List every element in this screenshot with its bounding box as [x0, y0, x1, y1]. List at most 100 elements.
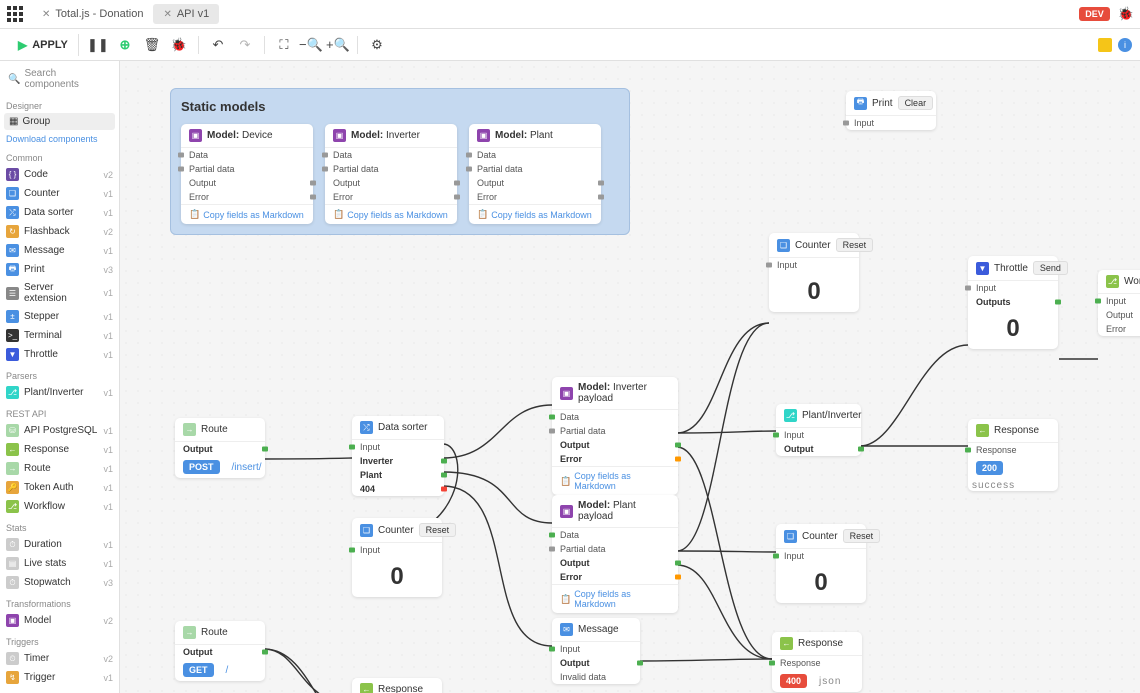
close-icon[interactable]: ✕ — [163, 9, 171, 20]
port-output[interactable]: Output — [552, 656, 640, 670]
port-input[interactable]: Input — [769, 258, 859, 272]
copy-fields-link[interactable]: 📋 Copy fields as Markdown — [181, 204, 313, 224]
port-input[interactable]: Input — [552, 642, 640, 656]
node-message[interactable]: ✉Message Input Output Invalid data — [552, 618, 640, 684]
sidebar-item[interactable]: ↻Flashbackv2 — [4, 222, 115, 241]
zoom-out-icon[interactable]: −🔍 — [299, 33, 323, 57]
port-output[interactable]: Output — [175, 442, 265, 456]
port-partial[interactable]: Partial data — [469, 162, 601, 176]
node-workflow[interactable]: ⎇Workfl Input Output Error — [1098, 270, 1140, 336]
port-data[interactable]: Data — [552, 410, 678, 424]
zoom-in-icon[interactable]: +🔍 — [326, 33, 350, 57]
clear-button[interactable]: Clear — [898, 96, 934, 110]
sidebar-item[interactable]: ▼Throttlev1 — [4, 345, 115, 364]
redo-icon[interactable]: ↷ — [233, 33, 257, 57]
port-partial[interactable]: Partial data — [325, 162, 457, 176]
node-route[interactable]: →Route Output GET/ — [175, 621, 265, 681]
pause-icon[interactable]: ❚❚ — [86, 33, 110, 57]
sidebar-item[interactable]: ⏲Timerv2 — [4, 649, 115, 668]
port-output[interactable]: Output — [552, 438, 678, 452]
node-plant-inverter[interactable]: ⎇Plant/Inverter Input Output — [776, 404, 861, 456]
sidebar-item[interactable]: →Routev1 — [4, 459, 115, 478]
tab-api[interactable]: ✕API v1 — [153, 4, 219, 24]
sidebar-item[interactable]: ✉Messagev1 — [4, 241, 115, 260]
node-model-inverter-payload[interactable]: ▣Model: Inverter payload Data Partial da… — [552, 377, 678, 495]
reset-button[interactable]: Reset — [843, 529, 881, 543]
port-error[interactable]: Error — [552, 570, 678, 584]
node-model-inverter[interactable]: ▣Model: Inverter Data Partial data Outpu… — [325, 124, 457, 224]
port-outputs[interactable]: Outputs — [968, 295, 1058, 309]
port-input[interactable]: Input — [352, 440, 444, 454]
node-model-plant[interactable]: ▣Model: Plant Data Partial data Output E… — [469, 124, 601, 224]
node-counter[interactable]: ❑CounterReset Input 0 — [352, 518, 442, 597]
bug-icon[interactable]: 🐞 — [1118, 6, 1134, 22]
port-input[interactable]: Input — [968, 281, 1058, 295]
port-input[interactable]: Input — [352, 543, 442, 557]
help-icon[interactable]: i — [1118, 38, 1132, 52]
node-response-json[interactable]: ←Response Response 200json — [352, 678, 442, 693]
port-data[interactable]: Data — [469, 148, 601, 162]
sidebar-item[interactable]: ⏱Durationv1 — [4, 535, 115, 554]
download-link[interactable]: Download components — [4, 132, 115, 146]
apps-icon[interactable] — [6, 5, 24, 23]
port-error[interactable]: Error — [325, 190, 457, 204]
copy-fields-link[interactable]: 📋 Copy fields as Markdown — [552, 466, 678, 495]
port-output[interactable]: Output — [181, 176, 313, 190]
node-print[interactable]: 🖶PrintClear Input — [846, 91, 936, 130]
port-input[interactable]: Input — [776, 549, 866, 563]
group-static-models[interactable]: Static models ▣Model: Device Data Partia… — [170, 88, 630, 235]
port-error[interactable]: Error — [1098, 322, 1140, 336]
sidebar-item[interactable]: { }Codev2 — [4, 165, 115, 184]
node-response-error[interactable]: ←Response Response 400json — [772, 632, 862, 692]
node-data-sorter[interactable]: ⤮Data sorter Input Inverter Plant 404 — [352, 416, 444, 496]
node-counter[interactable]: ❑CounterReset Input 0 — [776, 524, 866, 603]
node-throttle[interactable]: ▼ThrottleSend Input Outputs 0 — [968, 256, 1058, 349]
port-output[interactable]: Output — [1098, 308, 1140, 322]
debug-icon[interactable]: 🐞 — [167, 33, 191, 57]
port-output[interactable]: Output — [325, 176, 457, 190]
port-response[interactable]: Response — [772, 656, 862, 670]
port-error[interactable]: Error — [469, 190, 601, 204]
sidebar-item[interactable]: 🔑Token Authv1 — [4, 478, 115, 497]
port-data[interactable]: Data — [325, 148, 457, 162]
canvas[interactable]: Static models ▣Model: Device Data Partia… — [120, 61, 1140, 693]
node-model-plant-payload[interactable]: ▣Model: Plant payload Data Partial data … — [552, 495, 678, 613]
sidebar-item[interactable]: ⎇Plant/Inverterv1 — [4, 383, 115, 402]
node-response-success[interactable]: ←Response Response 200success — [968, 419, 1058, 491]
sidebar-item[interactable]: 🖶Printv3 — [4, 260, 115, 279]
close-icon[interactable]: ✕ — [42, 9, 50, 20]
sidebar-item[interactable]: ⤮Data sorterv1 — [4, 203, 115, 222]
reset-button[interactable]: Reset — [836, 238, 874, 252]
sidebar-item[interactable]: ⎇Workflowv1 — [4, 497, 115, 516]
group-item[interactable]: ▦ Group — [4, 113, 115, 130]
port-output[interactable]: Output — [175, 645, 265, 659]
sidebar-item[interactable]: ❑Counterv1 — [4, 184, 115, 203]
add-icon[interactable]: ⊕ — [113, 33, 137, 57]
port-input[interactable]: Input — [846, 116, 936, 130]
copy-fields-link[interactable]: 📋 Copy fields as Markdown — [469, 204, 601, 224]
sidebar-item[interactable]: ←Responsev1 — [4, 440, 115, 459]
node-counter[interactable]: ❑CounterReset Input 0 — [769, 233, 859, 312]
port-data[interactable]: Data — [181, 148, 313, 162]
sidebar-item[interactable]: ☰Server extensionv1 — [4, 279, 115, 307]
port-input[interactable]: Input — [776, 428, 861, 442]
trash-icon[interactable]: 🗑 — [140, 33, 164, 57]
sidebar-item[interactable]: ⛁API PostgreSQLv1 — [4, 421, 115, 440]
port-response[interactable]: Response — [968, 443, 1058, 457]
copy-fields-link[interactable]: 📋 Copy fields as Markdown — [325, 204, 457, 224]
port-404[interactable]: 404 — [352, 482, 444, 496]
settings-icon[interactable]: ⚙ — [365, 33, 389, 57]
tab-donation[interactable]: ✕Total.js - Donation — [32, 4, 153, 24]
node-route[interactable]: →Route Output POST/insert/ — [175, 418, 265, 478]
port-output[interactable]: Output — [552, 556, 678, 570]
port-input[interactable]: Input — [1098, 294, 1140, 308]
port-error[interactable]: Error — [181, 190, 313, 204]
port-error[interactable]: Error — [552, 452, 678, 466]
port-output[interactable]: Output — [776, 442, 861, 456]
zoom-fit-icon[interactable]: ⛶ — [272, 33, 296, 57]
sidebar-item[interactable]: ±Stepperv1 — [4, 307, 115, 326]
port-partial[interactable]: Partial data — [552, 424, 678, 438]
save-icon[interactable] — [1098, 38, 1112, 52]
sidebar-item[interactable]: ▣Modelv2 — [4, 611, 115, 630]
undo-icon[interactable]: ↶ — [206, 33, 230, 57]
